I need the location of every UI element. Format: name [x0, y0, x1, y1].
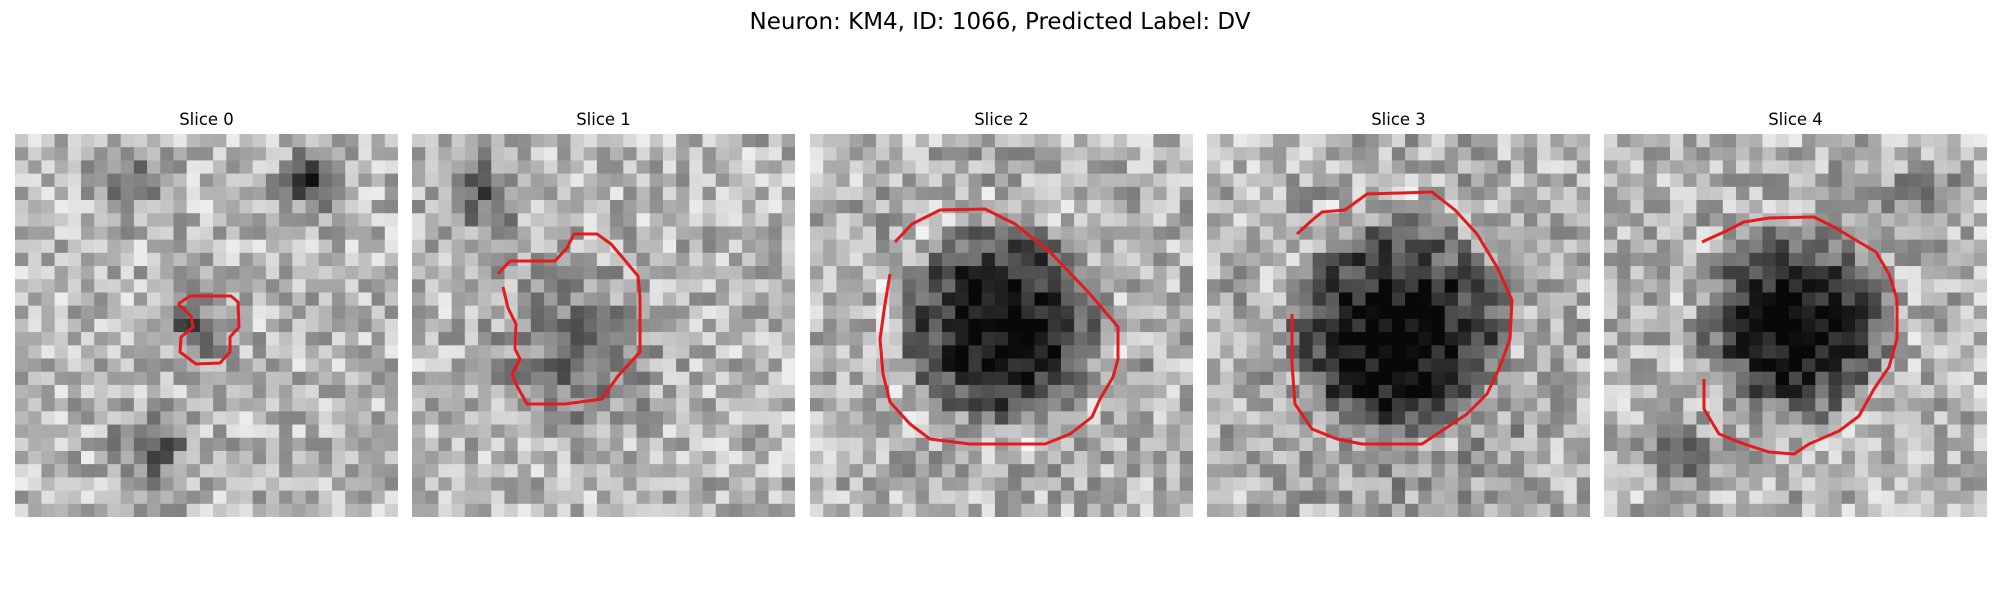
slice-image [15, 134, 398, 517]
slice-image [412, 134, 795, 517]
contour-outline [878, 207, 1120, 446]
slice-title: Slice 4 [1768, 110, 1823, 129]
contour-outline [1290, 190, 1514, 446]
slice-svg [810, 134, 1193, 517]
grayscale-pixels [1207, 134, 1590, 517]
slice-svg [1604, 134, 1987, 517]
contour-outline [496, 232, 642, 406]
slice-title: Slice 3 [1371, 110, 1426, 129]
slice-image [1604, 134, 1987, 517]
contour-outline [176, 294, 241, 366]
slice-panel-0: Slice 0 [15, 108, 398, 517]
contour-outline [1701, 215, 1899, 456]
grayscale-pixels [412, 134, 795, 517]
slice-svg [1207, 134, 1590, 517]
figure-title: Neuron: KM4, ID: 1066, Predicted Label: … [749, 9, 1251, 35]
slice-image [1207, 134, 1590, 517]
slice-panel-3: Slice 3 [1207, 108, 1590, 517]
slice-panel-2: Slice 2 [810, 108, 1193, 517]
slice-title: Slice 1 [576, 110, 631, 129]
slice-image [810, 134, 1193, 517]
slice-title: Slice 0 [179, 110, 234, 129]
slice-panel-4: Slice 4 [1604, 108, 1987, 517]
slice-svg [412, 134, 795, 517]
slice-panel-1: Slice 1 [412, 108, 795, 517]
grayscale-pixels [15, 134, 398, 517]
slice-svg [15, 134, 398, 517]
grayscale-pixels [810, 134, 1193, 517]
slice-title: Slice 2 [974, 110, 1029, 129]
grayscale-pixels [1604, 134, 1987, 517]
